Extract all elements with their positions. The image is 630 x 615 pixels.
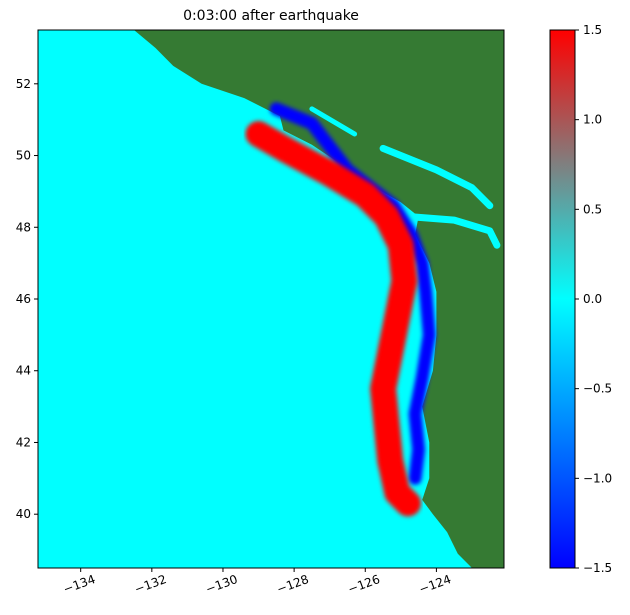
x-tick-label: −126 (346, 572, 382, 596)
x-axis: −134 −132 −130 −128 −126 −124 (61, 568, 453, 596)
y-tick-label: 46 (16, 292, 31, 306)
x-tick-label: −124 (417, 572, 453, 596)
inner-water-0 (404, 213, 501, 249)
colorbar-tick-label: 0.0 (583, 292, 602, 306)
colorbar-tick-label: 0.5 (583, 202, 602, 216)
colorbar-gradient (549, 29, 576, 569)
x-tick-label: −132 (133, 572, 169, 596)
colorbar: −1.5 −1.0 −0.5 0.0 0.5 1.0 1.5 (549, 23, 612, 575)
y-axis: 40 42 44 46 48 50 52 (16, 77, 38, 521)
x-tick-label: −130 (204, 572, 240, 596)
chart-title: 0:03:00 after earthquake (183, 8, 359, 24)
y-tick-label: 50 (16, 149, 31, 163)
colorbar-tick-label: 1.5 (583, 23, 602, 37)
colorbar-tick-label: −0.5 (583, 382, 612, 396)
y-tick-label: 42 (16, 435, 31, 449)
land-mass (134, 30, 504, 568)
colorbar-tick-label: 1.0 (583, 113, 602, 127)
crest-band (245, 121, 421, 517)
x-tick-label: −134 (61, 572, 97, 596)
y-tick-label: 52 (16, 77, 31, 91)
inner-water-2 (309, 106, 358, 137)
trough-band (269, 102, 436, 485)
plot-area (38, 30, 504, 568)
y-tick-label: 44 (16, 364, 31, 378)
y-tick-label: 48 (16, 220, 31, 234)
colorbar-tick-label: −1.0 (583, 471, 612, 485)
y-tick-label: 40 (16, 507, 31, 521)
colorbar-tick-label: −1.5 (583, 561, 612, 575)
inner-water-1 (379, 144, 494, 210)
colorbar-ticks: −1.5 −1.0 −0.5 0.0 0.5 1.0 1.5 (575, 23, 612, 575)
x-tick-label: −128 (275, 572, 311, 596)
